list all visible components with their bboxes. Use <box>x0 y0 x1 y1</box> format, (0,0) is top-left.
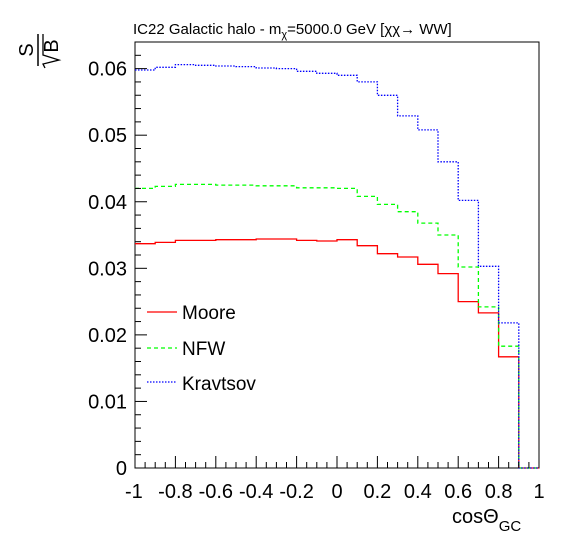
chart-title: IC22 Galactic halo - mχ=5000.0 GeV [χχ→ … <box>133 21 452 41</box>
x-tick-label: -0.8 <box>158 481 192 503</box>
chart-title-sub: χ <box>281 29 287 41</box>
y-tick-label: 0.03 <box>88 258 127 280</box>
x-axis-label-sub: GC <box>499 518 522 535</box>
y-axis-label-sqrt-sign <box>42 34 62 69</box>
legend-entry-kravtsov: Kravtsov <box>147 374 256 395</box>
y-tick-label: 0.04 <box>88 192 127 214</box>
x-tick-label: 0.8 <box>485 481 513 503</box>
x-tick-label: -0.2 <box>279 481 313 503</box>
series-layer <box>135 63 539 469</box>
legend-label-moore: Moore <box>182 303 236 324</box>
y-tick-label: 0 <box>116 458 127 480</box>
x-tick-label: -0.4 <box>239 481 273 503</box>
x-tick-label: 0 <box>331 481 342 503</box>
y-axis-label-numerator: S <box>16 43 38 56</box>
x-tick-label: -1 <box>125 481 143 503</box>
series-line-nfw <box>135 183 539 469</box>
legend-entry-nfw: NFW <box>147 339 225 360</box>
x-tick-label: 0.2 <box>363 481 391 503</box>
x-tick-label: -0.6 <box>199 481 233 503</box>
legend-entry-moore: Moore <box>147 303 236 324</box>
x-axis-label-main: cosΘ <box>452 506 499 528</box>
legend-label-kravtsov: Kravtsov <box>182 374 256 395</box>
y-axis-label-denominator: B <box>41 39 63 52</box>
chart-title-prefix: IC22 Galactic halo - m <box>133 21 281 38</box>
x-tick-label: 0.6 <box>444 481 472 503</box>
y-tick-label: 0.02 <box>88 325 127 347</box>
x-tick-label: 0.4 <box>404 481 432 503</box>
x-axis-label: cosΘGC <box>452 506 521 535</box>
y-tick-label: 0.01 <box>88 391 127 413</box>
y-axis-label: S B <box>16 34 63 69</box>
y-tick-label: 0.06 <box>88 59 127 81</box>
x-tick-label: 1 <box>533 481 544 503</box>
chart-title-suffix: =5000.0 GeV [χχ→ WW] <box>287 21 452 38</box>
y-tick-label: 0.05 <box>88 125 127 147</box>
legend: Moore NFW Kravtsov <box>147 303 256 395</box>
series-line-kravtsov <box>135 63 539 469</box>
axis-layer: 0 0.01 0.02 0.03 0.04 0.05 0.06 -1 -0.8 -0.6 -0.4-… <box>88 41 545 503</box>
legend-label-nfw: NFW <box>182 339 225 360</box>
